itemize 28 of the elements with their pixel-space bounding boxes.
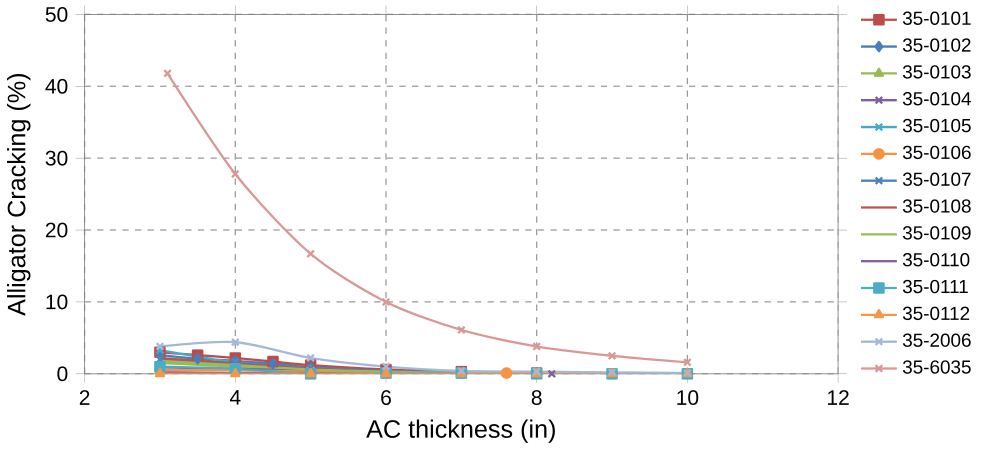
legend-label: 35-0108 xyxy=(902,199,971,213)
x-tick-label: 10 xyxy=(677,390,698,406)
legend-label: 35-0109 xyxy=(902,226,971,240)
legend-label: 35-0101 xyxy=(902,12,971,25)
legend-label: 35-0112 xyxy=(902,306,970,320)
y-tick-label: 50 xyxy=(46,7,68,22)
x-tick-label: 2 xyxy=(80,390,90,405)
y-tick-label: 40 xyxy=(45,78,68,94)
legend-label: 35-0110 xyxy=(902,253,970,266)
legend-label: 35-2006 xyxy=(902,334,971,347)
legend-label: 35-0104 xyxy=(902,92,971,106)
y-tick-label: 0 xyxy=(57,366,68,382)
legend-label: 35-0111 xyxy=(902,280,968,294)
y-tick-label: 10 xyxy=(46,294,68,310)
x-tick-label: 6 xyxy=(381,390,391,406)
legend-label: 35-0107 xyxy=(902,172,971,186)
x-axis-title: AC thickness (in) xyxy=(366,419,555,443)
y-tick-label: 30 xyxy=(46,150,68,166)
y-tick-label: 20 xyxy=(46,222,68,238)
legend-label: 35-6035 xyxy=(902,360,971,374)
legend-label: 35-0103 xyxy=(902,65,971,79)
x-tick-label: 4 xyxy=(230,390,241,405)
legend-label: 35-0106 xyxy=(902,146,971,160)
legend-label: 35-0102 xyxy=(902,38,971,52)
x-tick-label: 12 xyxy=(828,390,849,405)
y-axis-title: Alligator Cracking (%) xyxy=(7,74,30,316)
x-tick-label: 8 xyxy=(532,390,542,406)
legend-label: 35-0105 xyxy=(902,118,971,132)
